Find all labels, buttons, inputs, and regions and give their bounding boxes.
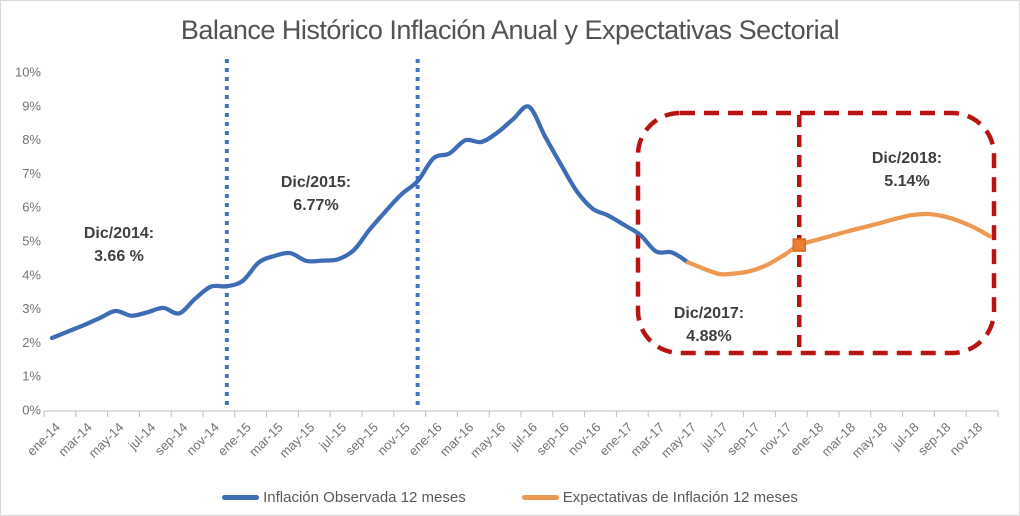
- annotation-dic-2017: Dic/2017: 4.88%: [674, 302, 744, 348]
- observed-line-swatch-icon: [222, 495, 260, 500]
- expected-line-swatch-icon: [521, 495, 559, 500]
- annotation-dic-2015-label: Dic/2015:: [280, 174, 352, 191]
- y-axis-label: 3%: [22, 301, 41, 316]
- annotation-dic-2015: Dic/2015: 6.77%: [281, 171, 351, 217]
- x-axis-label: ene-16: [405, 420, 444, 459]
- x-axis-label: nov-15: [374, 420, 413, 459]
- y-axis-label: 0%: [22, 403, 41, 418]
- x-axis-label: nov-18: [947, 420, 986, 459]
- y-axis-label: 1%: [22, 369, 41, 384]
- x-axis-label: nov-14: [183, 420, 222, 459]
- x-axis-label: may-14: [85, 420, 126, 461]
- x-axis-label: sep-18: [915, 420, 954, 459]
- legend-item-observed: Inflación Observada 12 meses: [222, 489, 466, 506]
- legend-item-expected: Expectativas de Inflación 12 meses: [521, 489, 798, 506]
- x-axis-label: sep-14: [152, 420, 191, 459]
- y-axis-label: 5%: [22, 234, 41, 249]
- annotation-dic-2017-label: Dic/2017:: [673, 305, 745, 322]
- annotation-dic-2018-value: 5.14%: [884, 173, 930, 190]
- annotation-dic-2014-value: 3.66 %: [94, 248, 144, 265]
- observed-inflation-line: [49, 104, 691, 341]
- legend-label-observed: Inflación Observada 12 meses: [263, 489, 466, 506]
- x-axis-label: sep-15: [342, 420, 381, 459]
- x-axis-label: may-16: [467, 420, 508, 461]
- legend-label-expected: Expectativas de Inflación 12 meses: [562, 489, 798, 506]
- x-axis-label: ene-17: [596, 420, 635, 459]
- chart-legend: Inflación Observada 12 meses Expectativa…: [1, 489, 1019, 506]
- y-axis-label: 7%: [22, 166, 41, 181]
- y-axis-label: 2%: [22, 335, 41, 350]
- x-axis-label: may-18: [849, 420, 890, 461]
- x-axis-label: may-15: [276, 420, 317, 461]
- x-axis-label: nov-16: [565, 420, 604, 459]
- x-axis-label: ene-15: [215, 420, 254, 459]
- annotation-dic-2017-value: 4.88%: [686, 328, 732, 345]
- expectations-highlight-box: [635, 110, 997, 356]
- x-axis-label: sep-17: [724, 420, 763, 459]
- x-axis-label: nov-17: [756, 420, 795, 459]
- annotation-dic-2014: Dic/2014: 3.66 %: [84, 222, 154, 268]
- chart-title: Balance Histórico Inflación Anual y Expe…: [180, 15, 840, 45]
- x-axis-label: ene-14: [24, 420, 63, 459]
- x-axis-label: may-17: [658, 420, 699, 461]
- y-axis-label: 10%: [15, 65, 41, 80]
- dic-2017-marker: [792, 238, 806, 252]
- y-axis-label: 8%: [22, 132, 41, 147]
- y-axis-label: 4%: [22, 267, 41, 282]
- annotation-dic-2015-value: 6.77%: [293, 197, 339, 214]
- annotation-dic-2018-label: Dic/2018:: [871, 150, 943, 167]
- y-axis-label: 6%: [22, 200, 41, 215]
- x-axis-label: sep-16: [533, 420, 572, 459]
- annotation-dic-2018: Dic/2018: 5.14%: [872, 147, 942, 193]
- y-axis-label: 9%: [22, 98, 41, 113]
- x-axis-label: ene-18: [787, 420, 826, 459]
- annotation-dic-2014-label: Dic/2014:: [83, 225, 155, 242]
- expected-inflation-line: [685, 211, 993, 277]
